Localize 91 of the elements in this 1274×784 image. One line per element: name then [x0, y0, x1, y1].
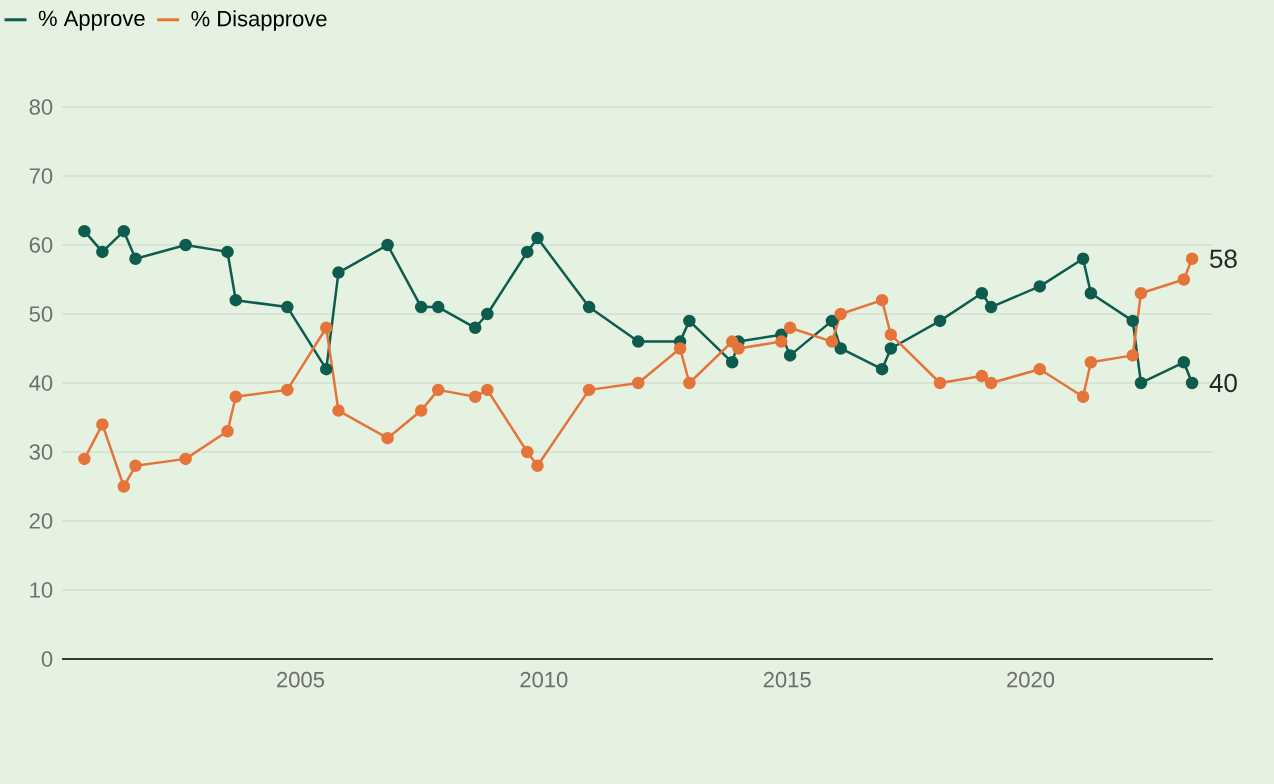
point	[1084, 287, 1098, 300]
point	[933, 376, 947, 390]
point	[825, 335, 839, 348]
x-tick-label: 2005	[277, 671, 325, 688]
point	[221, 245, 234, 259]
x-tick-label: 2015	[763, 671, 811, 688]
y-tick-label: 70	[29, 168, 53, 184]
point	[783, 349, 797, 362]
point	[1076, 390, 1090, 404]
point	[531, 459, 544, 473]
point	[1177, 356, 1191, 369]
point	[884, 342, 898, 355]
point	[933, 314, 947, 328]
point	[1126, 314, 1139, 328]
point	[875, 362, 889, 376]
point	[229, 293, 243, 307]
point	[96, 418, 109, 431]
point	[732, 342, 745, 355]
legend-label: % Disapprove	[191, 10, 327, 31]
point	[117, 224, 131, 238]
point	[332, 266, 345, 279]
point	[673, 342, 687, 355]
point	[1177, 273, 1191, 286]
point	[725, 356, 739, 369]
point	[281, 300, 294, 314]
point	[468, 321, 482, 335]
point	[414, 300, 428, 314]
point	[1126, 349, 1139, 362]
point	[1033, 280, 1047, 293]
point	[984, 300, 998, 314]
x-tick-label: 2020	[1007, 671, 1055, 688]
point	[834, 307, 847, 321]
y-tick-label: 60	[29, 237, 53, 253]
point	[381, 238, 394, 252]
y-tick-label: 0	[41, 651, 53, 667]
point	[96, 245, 109, 259]
point	[281, 383, 294, 397]
point	[1185, 252, 1199, 266]
point	[481, 307, 494, 321]
point	[683, 314, 696, 328]
point	[468, 390, 482, 404]
point	[1033, 362, 1047, 376]
legend-label: % Approve	[38, 10, 145, 31]
point	[481, 383, 494, 397]
point	[414, 404, 428, 417]
point	[1134, 376, 1148, 390]
point	[1076, 252, 1090, 266]
y-tick-label: 50	[29, 306, 53, 322]
point	[775, 335, 788, 348]
point	[582, 300, 596, 314]
point	[632, 335, 645, 348]
point	[78, 452, 91, 466]
point	[975, 369, 989, 383]
point	[783, 321, 797, 335]
point	[1134, 287, 1148, 300]
point	[582, 383, 596, 397]
point	[683, 376, 696, 390]
point	[531, 231, 544, 245]
point	[521, 245, 534, 259]
point	[179, 238, 192, 252]
y-tick-label: 40	[29, 375, 53, 391]
point	[229, 390, 243, 404]
point	[179, 452, 192, 466]
point	[129, 252, 142, 266]
y-tick-label: 80	[29, 99, 53, 115]
point	[975, 287, 989, 300]
point	[221, 425, 234, 438]
y-tick-label: 30	[29, 444, 53, 460]
point	[834, 342, 847, 355]
point	[875, 293, 889, 307]
point	[884, 328, 898, 341]
point	[521, 445, 534, 459]
data-label: 40	[1209, 373, 1237, 393]
y-tick-label: 10	[30, 582, 53, 598]
point	[431, 300, 445, 314]
point	[431, 383, 445, 397]
point	[78, 224, 91, 238]
point	[320, 362, 333, 376]
point	[117, 480, 131, 493]
point	[984, 376, 998, 390]
point	[632, 376, 645, 390]
point	[1185, 376, 1199, 390]
y-tick-label: 20	[29, 513, 53, 529]
point	[1084, 356, 1098, 369]
data-label: 58	[1210, 249, 1237, 268]
point	[332, 404, 345, 417]
point	[320, 321, 333, 335]
x-tick-label: 2010	[520, 671, 568, 688]
point	[129, 459, 142, 473]
point	[381, 431, 394, 445]
point	[825, 314, 839, 328]
